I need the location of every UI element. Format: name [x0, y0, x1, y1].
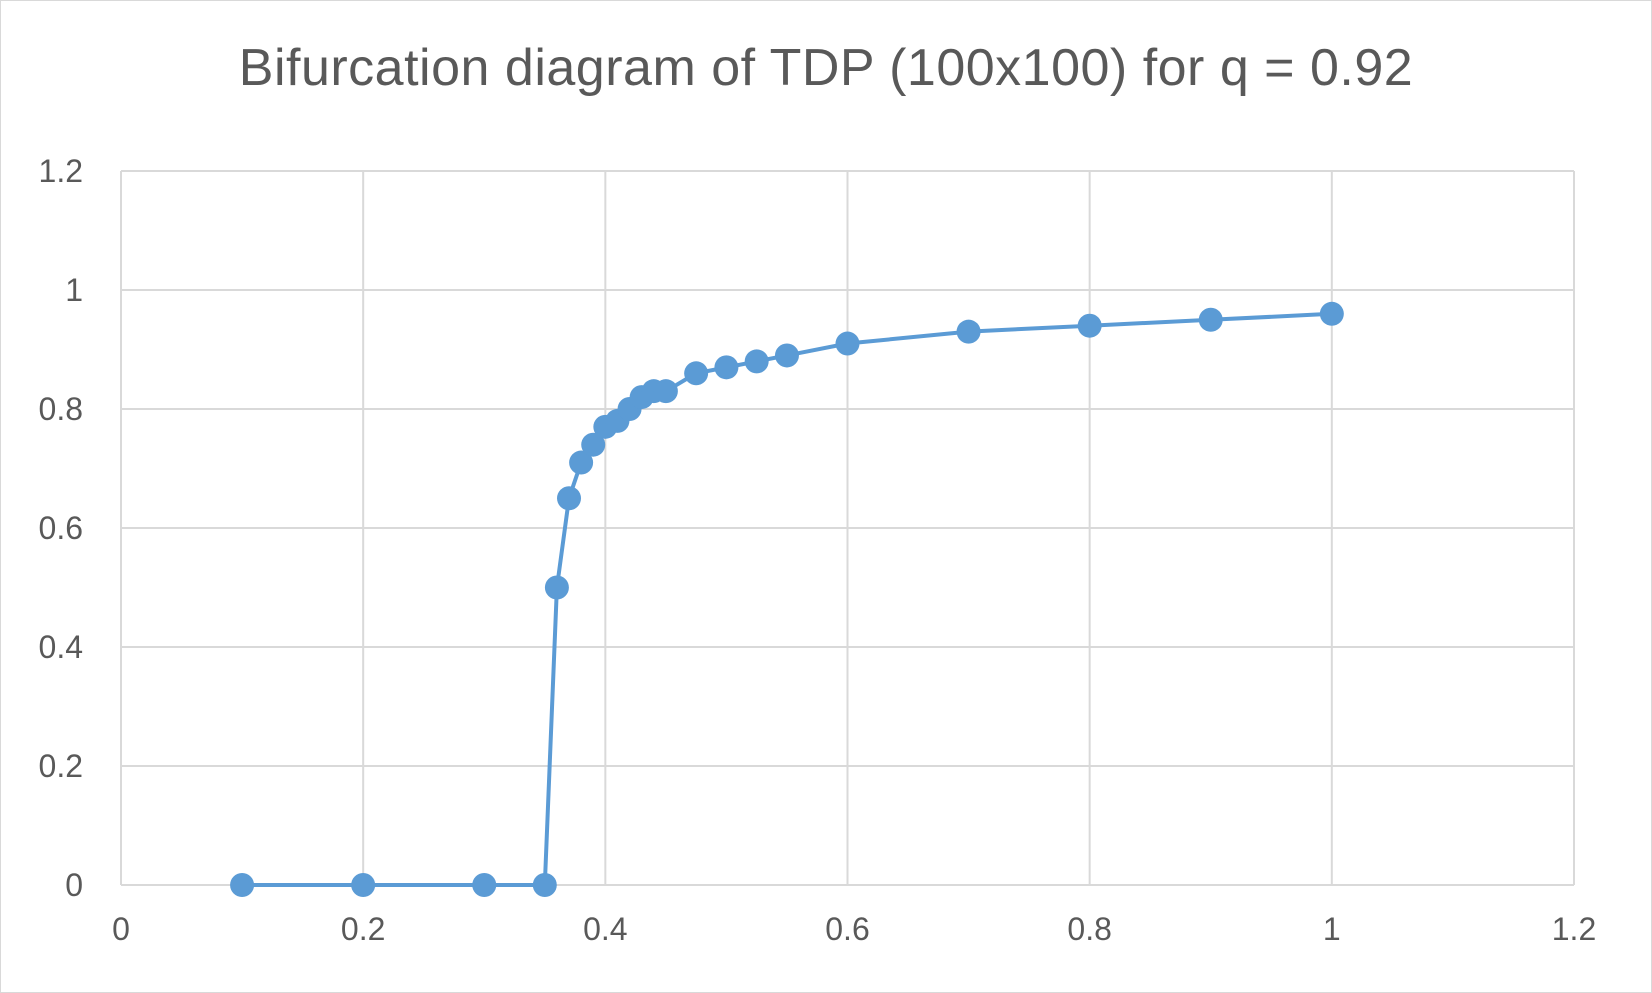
x-tick-label: 1.2	[1552, 911, 1596, 947]
y-tick-label: 0.6	[39, 510, 83, 546]
y-tick-label: 0.8	[39, 391, 83, 427]
data-point	[532, 873, 557, 897]
y-tick-label: 1	[65, 272, 83, 308]
data-series	[230, 301, 1344, 897]
y-tick-label: 1.2	[39, 153, 83, 189]
data-point	[1077, 313, 1102, 338]
data-point	[774, 343, 799, 368]
y-tick-label: 0	[65, 867, 83, 903]
data-point	[744, 349, 769, 374]
x-tick-label: 0.6	[825, 911, 869, 947]
x-tick-label: 0.4	[583, 911, 627, 947]
data-point	[714, 355, 739, 380]
data-point	[557, 486, 582, 511]
x-tick-label: 0	[112, 911, 130, 947]
data-point	[544, 575, 569, 600]
axis-tick-labels: 0 0.2 0.4 0.6 0.8 1 1.2 0 0.2 0.4 0.6 0.8 1 1.2	[39, 153, 1597, 947]
series-line	[242, 311, 1332, 887]
y-tick-label: 0.4	[39, 629, 83, 665]
data-point	[230, 873, 255, 897]
data-point	[653, 379, 678, 404]
data-point	[835, 331, 860, 356]
data-point	[569, 450, 594, 475]
x-tick-label: 0.2	[341, 911, 385, 947]
data-point	[581, 432, 606, 457]
x-tick-label: 1	[1323, 911, 1341, 947]
data-point	[1319, 301, 1344, 326]
data-point	[1198, 307, 1223, 332]
data-point	[956, 319, 981, 344]
chart-title: Bifurcation diagram of TDP (100x100) for…	[238, 39, 1414, 97]
data-point	[684, 361, 709, 386]
gridlines	[120, 170, 1575, 886]
y-tick-label: 0.2	[39, 748, 83, 784]
data-point	[351, 873, 376, 897]
x-tick-label: 0.8	[1067, 911, 1111, 947]
data-point	[472, 873, 497, 897]
